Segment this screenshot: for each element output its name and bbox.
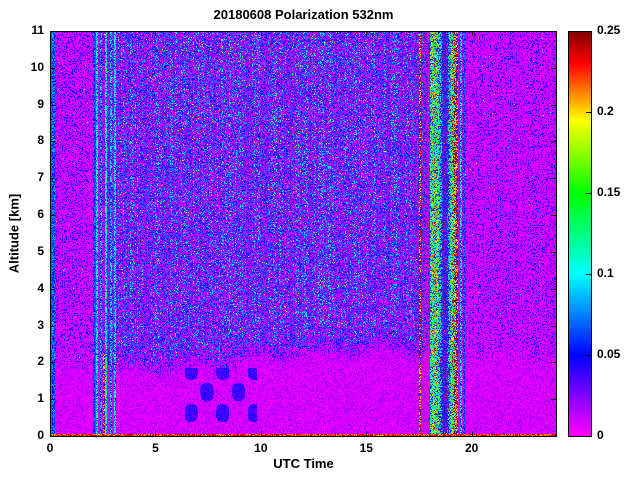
y-tick-label: 1 xyxy=(37,391,44,406)
colorbar-tick-label: 0.2 xyxy=(597,104,614,118)
colorbar-tick-label: 0.25 xyxy=(597,23,621,37)
x-tick-label: 0 xyxy=(46,441,54,455)
x-tick-label: 15 xyxy=(359,441,373,455)
x-tick-label: 5 xyxy=(152,441,159,455)
colorbar-tick-label: 0.1 xyxy=(597,266,614,280)
y-tick-label: 8 xyxy=(37,133,44,148)
y-tick-label: 0 xyxy=(37,428,44,442)
y-tick-label: 7 xyxy=(37,170,44,185)
y-axis-label: Altitude [km] xyxy=(6,193,22,274)
y-tick-label: 4 xyxy=(37,280,44,295)
x-tick-label: 20 xyxy=(464,441,479,455)
y-tick-label: 10 xyxy=(30,59,44,74)
y-tick-label: 6 xyxy=(37,207,44,222)
chart-title: 20180608 Polarization 532nm xyxy=(213,7,394,22)
y-tick-label: 3 xyxy=(37,317,44,332)
y-tick-label: 11 xyxy=(31,23,44,37)
heatmap-plot xyxy=(50,31,557,437)
colorbar-tick-label: 0 xyxy=(597,428,604,442)
x-tick-label: 10 xyxy=(254,441,268,455)
y-tick-label: 5 xyxy=(37,243,44,258)
colorbar-tick-label: 0.15 xyxy=(597,185,621,199)
y-tick-label: 2 xyxy=(37,354,44,369)
x-axis-label: UTC Time xyxy=(273,456,334,471)
colorbar xyxy=(568,31,592,437)
colorbar-tick-label: 0.05 xyxy=(597,347,621,361)
y-tick-label: 9 xyxy=(37,96,44,111)
